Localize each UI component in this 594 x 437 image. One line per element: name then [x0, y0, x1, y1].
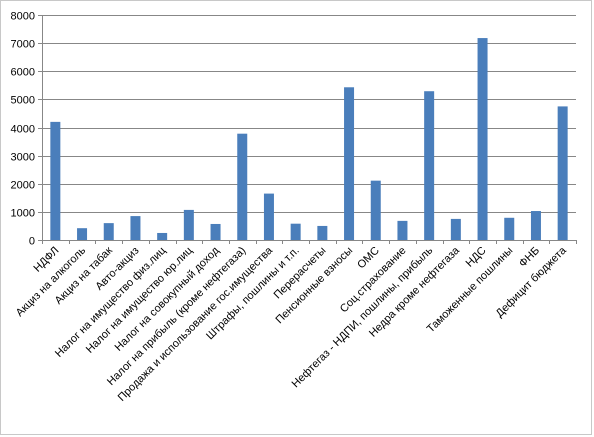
- bar: [397, 220, 408, 240]
- bar: [50, 121, 61, 240]
- bar: [504, 217, 515, 240]
- bar: [344, 87, 355, 240]
- bar: [157, 232, 168, 240]
- y-tick-label: 3000: [11, 152, 35, 164]
- y-tick-label: 0: [29, 236, 35, 248]
- bar: [450, 218, 461, 240]
- y-tick-label: 7000: [11, 39, 35, 51]
- y-tick-label: 2000: [11, 180, 35, 192]
- bar: [77, 228, 88, 240]
- axes: [38, 15, 577, 244]
- bar: [477, 38, 488, 240]
- bar: [103, 223, 114, 240]
- y-tick-label: 4000: [11, 124, 35, 136]
- y-tick-label: 8000: [11, 11, 35, 23]
- bar: [530, 211, 541, 240]
- y-tick-labels: 0 1000 2000 3000 4000 5000 6000 7000 8000: [11, 11, 35, 248]
- bar: [317, 225, 328, 240]
- gridlines: [42, 15, 576, 213]
- bar: [424, 91, 435, 240]
- bar: [237, 133, 248, 240]
- y-tick-label: 5000: [11, 95, 35, 107]
- bar: [183, 209, 194, 240]
- bars: [50, 38, 568, 240]
- bar: [210, 223, 221, 240]
- bar: [130, 216, 141, 240]
- y-tick-label: 1000: [11, 208, 35, 220]
- bar: [557, 106, 568, 240]
- bar: [263, 193, 274, 240]
- bar: [370, 180, 381, 240]
- y-tick-label: 6000: [11, 67, 35, 79]
- bar: [290, 223, 301, 240]
